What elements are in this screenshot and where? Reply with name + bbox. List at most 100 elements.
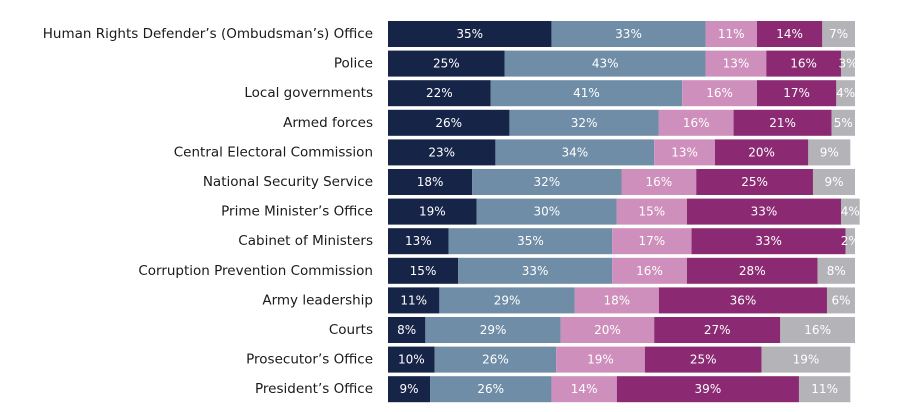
category-label: Human Rights Defender’s (Ombudsman’s) Of… [43,26,373,42]
data-label: 3% [838,57,857,71]
bar-segment [798,376,851,403]
bar-segment [616,198,687,225]
data-label: 11% [718,27,745,41]
bar-segment [780,317,855,343]
category-label: Local governments [244,85,373,101]
bar-segment [439,287,575,314]
bar-segment [388,109,510,136]
data-label: 33% [522,264,549,278]
bar-segment [551,21,706,47]
data-label: 17% [783,86,810,100]
data-label: 16% [706,86,733,100]
data-label: 32% [571,116,598,130]
data-label: 39% [695,382,722,396]
data-label: 33% [755,234,782,248]
bar-segment [808,139,851,166]
bar-segment [388,21,552,47]
bar-segment [556,346,645,373]
data-label: 7% [829,27,848,41]
category-label: Courts [329,322,373,338]
category-label: Police [334,56,373,72]
bar-segment [616,376,799,403]
category-label: President’s Office [255,381,373,397]
data-label: 41% [573,86,600,100]
data-label: 25% [433,57,460,71]
bar-segment [495,139,655,166]
bar-segment [388,169,473,195]
data-label: 4% [836,86,855,100]
bar-segment [658,109,734,136]
bar-segment [756,21,823,47]
data-label: 16% [683,116,710,130]
category-label: Army leadership [262,292,373,308]
data-label: 19% [587,353,614,367]
bar-segment [388,257,459,284]
data-label: 18% [417,175,444,189]
category-label: Prosecutor’s Office [246,352,373,368]
bar-segment [388,317,426,343]
data-label: 20% [594,323,621,337]
bar-segment [490,80,683,107]
data-label: 22% [426,86,453,100]
data-label: 18% [603,293,630,307]
bar-segment [756,80,837,107]
category-label: Central Electoral Commission [174,144,373,160]
bar-segment [448,228,613,255]
data-label: 4% [841,205,860,219]
bar-segment [705,50,767,77]
data-label: 35% [456,27,483,41]
category-label: Cabinet of Ministers [238,233,373,249]
data-label: 11% [400,293,427,307]
category-label: Prime Minister’s Office [221,204,373,220]
bar-segment [458,257,613,284]
bar-segment [388,139,496,166]
data-label: 9% [824,175,843,189]
data-label: 26% [482,353,509,367]
data-label: 16% [646,175,673,189]
bar-segment [845,228,855,255]
data-label: 33% [615,27,642,41]
bar-segment [836,80,855,107]
data-label: 16% [804,323,831,337]
bar-segment [388,376,431,403]
data-label: 26% [435,116,462,130]
data-label: 33% [751,205,778,219]
data-label: 10% [398,353,425,367]
bar-segment [509,109,659,136]
data-label: 25% [690,353,717,367]
bar-segment [612,228,692,255]
data-label: 8% [827,264,846,278]
data-label: 36% [730,293,757,307]
data-label: 6% [831,293,850,307]
bar-segment [817,257,855,284]
bar-segments: 35% 33% 11% 14% 7% 25% 43% 13% 16% 3% 22% 41% 16% 17%… [388,21,860,403]
bar-segment [388,198,477,225]
data-label: 14% [776,27,803,41]
bar-segment [826,287,855,314]
data-label: 25% [741,175,768,189]
bar-segment [812,169,855,195]
bar-segment [682,80,757,107]
data-label: 5% [834,116,853,130]
data-label: 16% [636,264,663,278]
data-label: 14% [571,382,598,396]
category-label: National Security Service [203,174,373,190]
bar-segment [472,169,622,195]
data-label: 15% [410,264,437,278]
data-label: 15% [639,205,666,219]
bar-segment [621,169,697,195]
data-label: 2% [841,234,860,248]
data-label: 9% [820,145,839,159]
bar-segment [686,198,841,225]
data-label: 17% [639,234,666,248]
data-label: 26% [477,382,504,396]
bar-segment [551,376,617,403]
category-labels: Human Rights Defender’s (Ombudsman’s) Of… [43,26,373,397]
bar-segment [766,50,841,77]
data-label: 29% [480,323,507,337]
bar-segment [654,139,715,166]
data-label: 35% [517,234,544,248]
bar-segment [733,109,832,136]
data-label: 43% [592,57,619,71]
